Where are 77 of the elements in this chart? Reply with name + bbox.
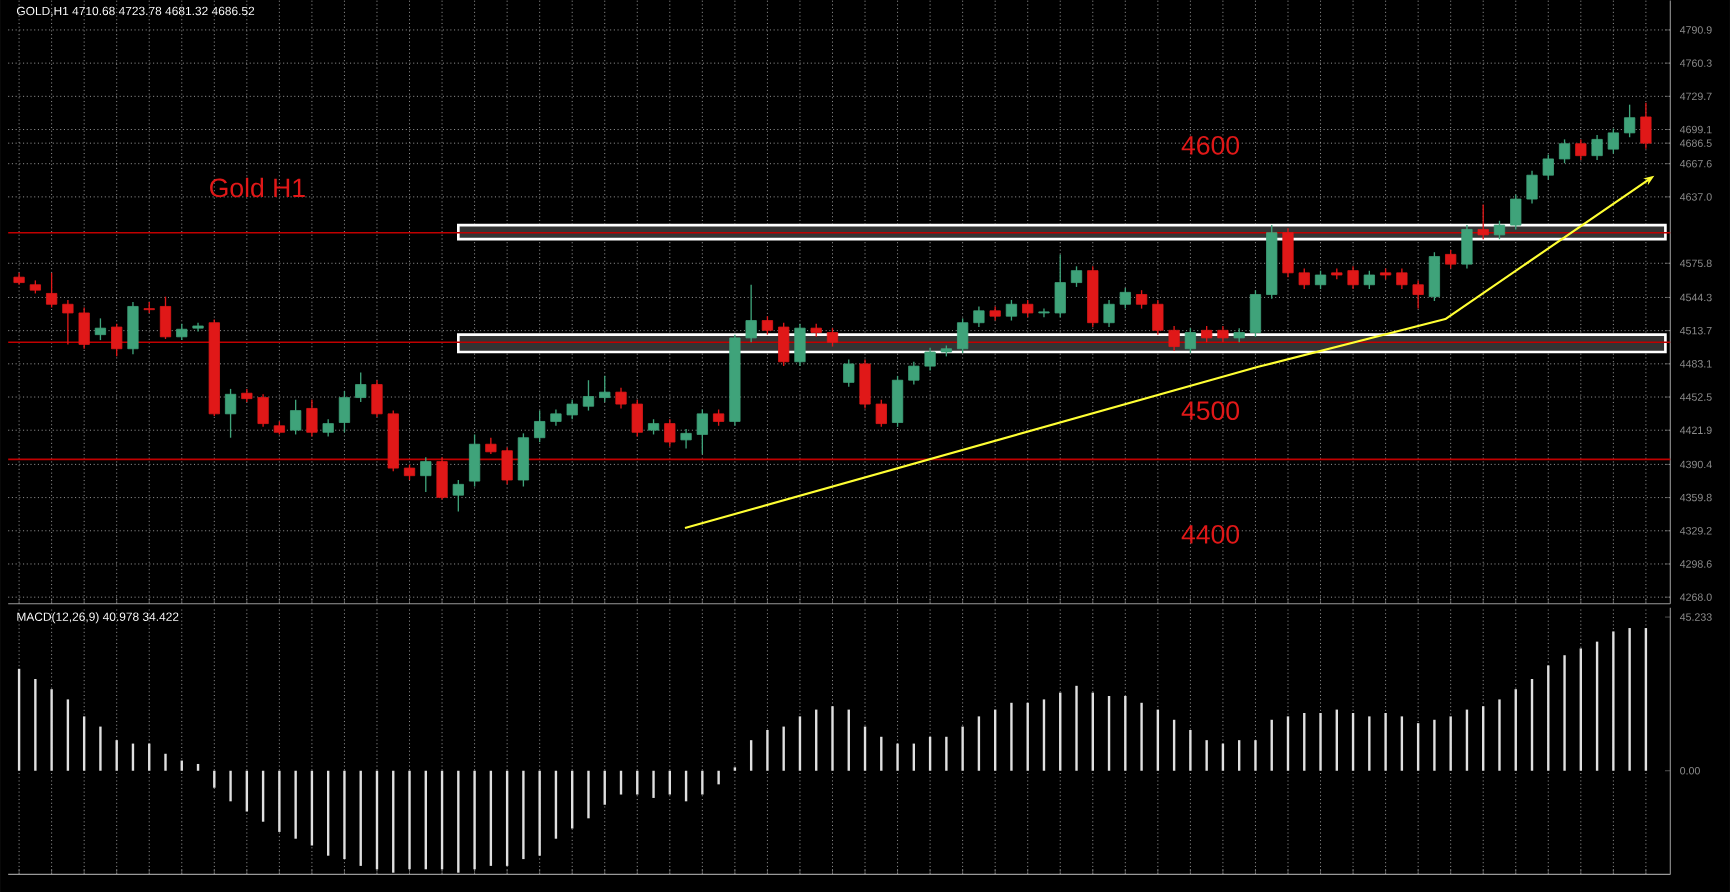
candlestick <box>1005 298 1018 321</box>
candlestick <box>1445 249 1457 269</box>
candlestick <box>62 298 74 345</box>
candlestick <box>843 358 855 388</box>
candlestick <box>566 398 578 420</box>
candlestick <box>257 393 269 428</box>
candlestick <box>1314 269 1327 290</box>
candlestick <box>1624 103 1636 138</box>
candlestick <box>1184 327 1196 354</box>
candlestick <box>159 295 172 340</box>
candlestick <box>826 327 839 347</box>
candlestick <box>1249 289 1262 338</box>
candlestick <box>355 371 367 403</box>
candlestick <box>78 306 90 350</box>
candlestick <box>420 456 432 493</box>
candlestick <box>1070 265 1083 288</box>
candlestick <box>1103 298 1115 328</box>
annotation: 4400 <box>1181 524 1240 544</box>
candlestick <box>306 398 318 438</box>
candlestick <box>1347 265 1359 290</box>
candlestick <box>1119 287 1131 309</box>
candlestick <box>1152 298 1164 336</box>
candlestick <box>1396 267 1408 290</box>
candlestick <box>46 271 58 308</box>
candlestick <box>908 360 920 385</box>
candlestick <box>1493 219 1506 240</box>
candlestick <box>745 283 757 343</box>
annotation: Gold H1 <box>210 177 305 197</box>
candlestick <box>696 408 708 455</box>
candlestick <box>1363 269 1375 290</box>
candlestick <box>973 305 985 328</box>
candlestick <box>1428 251 1441 302</box>
candlestick <box>1412 279 1424 309</box>
candlestick <box>582 379 595 411</box>
candlestick <box>631 398 643 438</box>
candlestick <box>501 446 513 485</box>
candlestick <box>891 374 904 428</box>
candlestick <box>436 456 448 500</box>
candlestick <box>1054 253 1066 318</box>
annotation: 4500 <box>1181 401 1240 420</box>
candlestick <box>778 321 790 367</box>
candlestick <box>794 322 806 367</box>
candlestick <box>1607 127 1619 154</box>
candlestick <box>1510 193 1522 230</box>
candlestick <box>1461 224 1473 269</box>
candlestick <box>1640 101 1652 150</box>
candlestick <box>1558 138 1571 164</box>
candlestick <box>452 479 464 512</box>
candlestick <box>290 398 302 435</box>
candlestick <box>1168 325 1180 352</box>
candlestick <box>1591 134 1603 161</box>
candlestick <box>111 322 123 357</box>
candlestick <box>468 433 481 487</box>
candlestick <box>517 432 529 487</box>
candlestick <box>127 301 139 355</box>
candlestick <box>957 317 969 354</box>
candlestick <box>1575 138 1587 161</box>
candlestick <box>761 315 774 336</box>
candlestick <box>859 358 871 409</box>
candlestick <box>924 346 936 371</box>
candlestick <box>664 418 676 447</box>
candlestick <box>338 390 351 433</box>
candlestick <box>1477 203 1489 240</box>
candlestick <box>1526 169 1538 204</box>
candlestick <box>1298 267 1310 290</box>
candlestick <box>94 317 107 341</box>
candlestick <box>1282 227 1294 278</box>
candlestick <box>599 374 611 403</box>
candlestick <box>371 379 383 418</box>
annotation: 4600 <box>1181 135 1240 155</box>
candlestick <box>1542 153 1554 180</box>
candlestick <box>1135 289 1148 309</box>
candlestick <box>534 409 546 443</box>
candlestick <box>875 398 887 428</box>
candlestick <box>615 386 627 409</box>
candlestick <box>224 387 237 439</box>
candlestick <box>680 428 692 449</box>
